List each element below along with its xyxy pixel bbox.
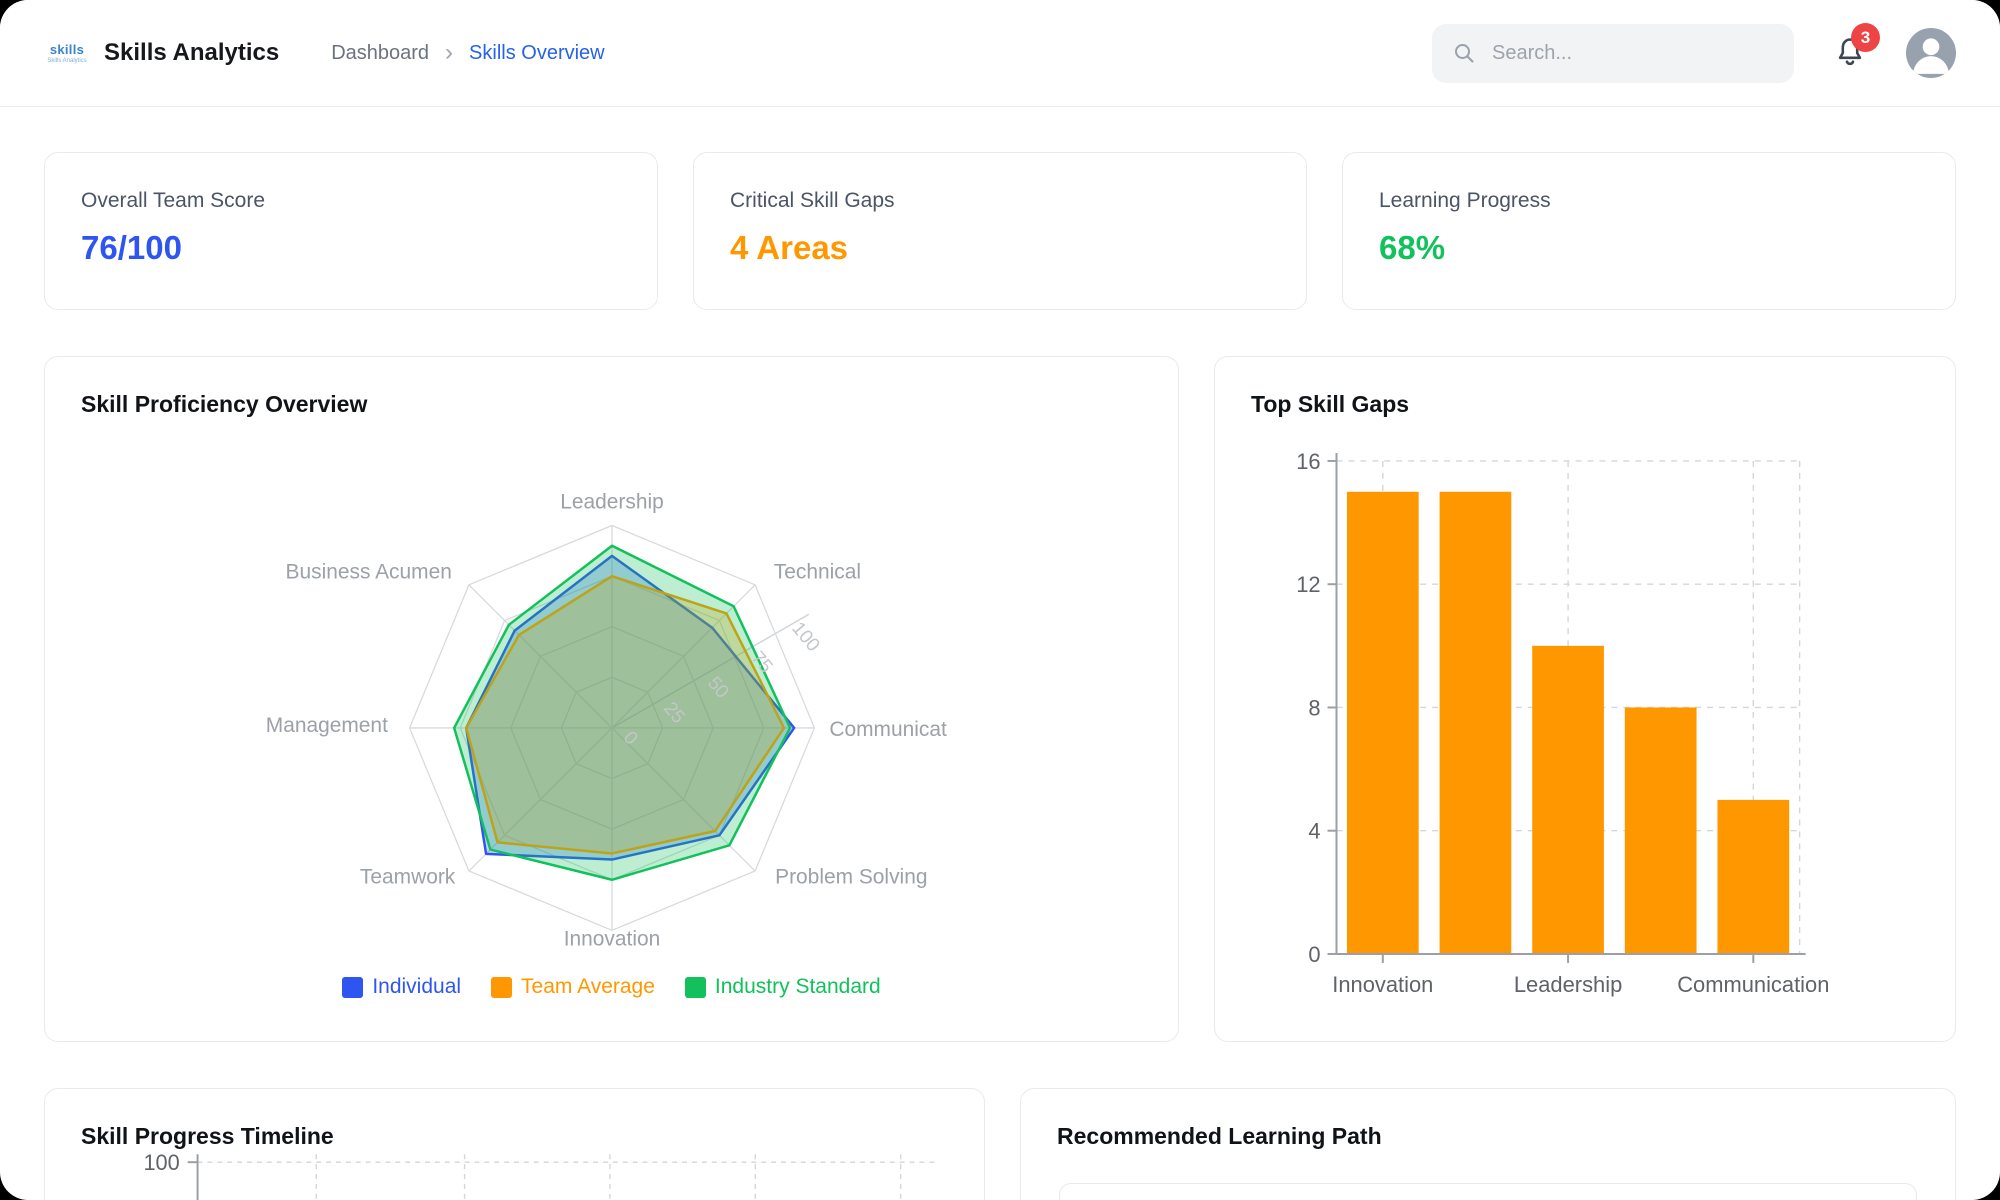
skill-proficiency-card: Skill Proficiency Overview 0 25 50 75 100 Lea… <box>44 356 1179 1042</box>
legend-item-team-average[interactable]: Team Average <box>491 975 655 999</box>
stat-value: 4 Areas <box>730 229 849 266</box>
breadcrumb-current-skills-overview[interactable]: Skills Overview <box>469 41 605 64</box>
svg-text:16: 16 <box>1296 449 1320 474</box>
legend-swatch <box>342 976 364 998</box>
card-title-skill-progress-timeline: Skill Progress Timeline <box>81 1123 334 1149</box>
recommended-learning-path-card: Recommended Learning Path <box>1020 1088 1956 1200</box>
timeline-chart: 100 <box>143 1150 937 1200</box>
stats-row: Overall Team Score 76/100 Critical Skill… <box>0 107 2000 310</box>
radar-axis-label: Technical <box>774 560 861 583</box>
search-input[interactable] <box>1490 40 1774 66</box>
breadcrumb-item-dashboard[interactable]: Dashboard <box>331 41 430 64</box>
notifications-button[interactable]: 3 <box>1828 23 1880 75</box>
legend-label: Team Average <box>521 975 655 998</box>
breadcrumb-separator-icon: › <box>445 39 454 66</box>
radar-axis-label: Management <box>266 714 388 737</box>
search-box[interactable] <box>1432 23 1794 83</box>
learning-path-item[interactable] <box>1059 1183 1917 1200</box>
breadcrumb: Dashboard › Skills Overview <box>331 41 604 65</box>
radar-chart: 0255075100LeadershipTechnicalCommunicatP… <box>266 491 947 951</box>
app-header: skills Skills Analytics Skills Analytics… <box>0 0 2000 107</box>
svg-text:12: 12 <box>1296 572 1320 597</box>
top-skill-gaps-card: Top Skill Gaps 0 4 8 12 16 Innovation Leadersh… <box>1214 356 1956 1042</box>
radar-axis-label: Communicat <box>829 718 947 741</box>
legend-label: Industry Standard <box>714 975 881 998</box>
bar-x-label: Communication <box>1677 972 1829 997</box>
radar-axis-label: Problem Solving <box>775 865 927 888</box>
svg-text:100: 100 <box>143 1150 179 1175</box>
stat-label: Critical Skill Gaps <box>730 189 895 212</box>
logo-subtext: Skills Analytics <box>47 57 87 64</box>
legend-swatch <box>684 976 706 998</box>
legend-label: Individual <box>372 975 462 998</box>
app-logo: skills Skills Analytics <box>44 33 90 73</box>
header-actions: 3 <box>1432 23 1956 83</box>
radar-axis-label: Business Acumen <box>286 560 452 583</box>
search-icon <box>1455 44 1474 63</box>
legend-item-individual[interactable]: Individual <box>342 975 461 999</box>
notification-badge: 3 <box>1851 23 1880 52</box>
svg-text:0: 0 <box>1308 942 1320 967</box>
charts-row: Skill Proficiency Overview 0 25 50 75 100 Lea… <box>0 310 2000 1042</box>
radar-axis-label: Teamwork <box>360 865 456 888</box>
app-title: Skills Analytics <box>104 39 280 66</box>
radar-legend: Individual Team Average Industry Standard <box>45 975 1178 999</box>
bar <box>1439 491 1512 954</box>
legend-swatch <box>491 976 513 998</box>
bar <box>1532 645 1604 954</box>
legend-item-industry-standard[interactable]: Industry Standard <box>684 975 881 999</box>
bar-x-label: Innovation <box>1332 972 1433 997</box>
radar-axis-label: Innovation <box>564 927 661 950</box>
bar <box>1624 707 1697 954</box>
bar-x-label: Leadership <box>1514 972 1622 997</box>
bar-chart: 0 4 8 12 16 Innovation Leadership Communication <box>1296 449 1829 997</box>
skill-progress-timeline-card: Skill Progress Timeline 100 <box>44 1088 985 1200</box>
stat-card-learning-progress: Learning Progress 68% <box>1342 152 1956 310</box>
stat-card-critical-skill-gaps: Critical Skill Gaps 4 Areas <box>693 152 1307 310</box>
stat-card-overall-team-score: Overall Team Score 76/100 <box>44 152 658 310</box>
svg-text:8: 8 <box>1308 695 1320 720</box>
avatar[interactable] <box>1906 28 1956 78</box>
stat-label: Learning Progress <box>1379 189 1551 212</box>
card-title-recommended-learning-path: Recommended Learning Path <box>1057 1123 1382 1149</box>
footer-row: Skill Progress Timeline 100 Recommended … <box>0 1042 2000 1200</box>
radar-axis-label: Leadership <box>560 491 664 514</box>
bar <box>1717 799 1790 954</box>
stat-value: 76/100 <box>81 229 182 266</box>
card-title-top-skill-gaps: Top Skill Gaps <box>1251 391 1410 417</box>
user-icon <box>1913 38 1949 74</box>
card-title-skill-proficiency: Skill Proficiency Overview <box>81 391 368 417</box>
stat-value: 68% <box>1379 229 1446 266</box>
bar <box>1346 491 1419 954</box>
logo-wordmark: skills <box>49 41 85 57</box>
svg-text:4: 4 <box>1308 819 1320 844</box>
stat-label: Overall Team Score <box>81 189 266 212</box>
